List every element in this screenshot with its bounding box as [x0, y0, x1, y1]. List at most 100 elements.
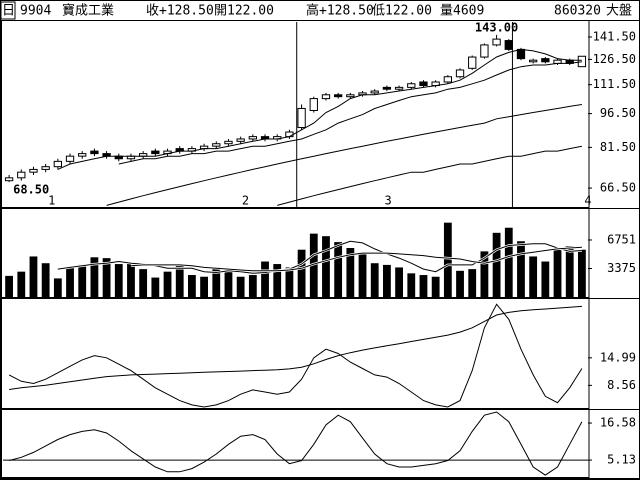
- moving-average: [118, 61, 582, 165]
- volume-bar: [151, 277, 160, 297]
- x-tick-label: 1: [48, 194, 55, 208]
- candle-body: [236, 138, 245, 142]
- volume-bar: [261, 261, 269, 297]
- volume-bar: [358, 253, 367, 297]
- volume-bar: [200, 276, 208, 297]
- y-tick-label: 3375: [607, 261, 636, 275]
- volume-bar: [492, 232, 501, 297]
- volume-bar: [578, 249, 586, 297]
- y-tick-label: 96.50: [600, 106, 636, 120]
- volume-bar: [297, 249, 306, 297]
- volume-bar: [553, 249, 562, 297]
- candle-body: [541, 58, 550, 63]
- volume-bar: [78, 264, 87, 297]
- moving-average: [57, 48, 582, 170]
- panel-frame: [1, 298, 590, 409]
- period-box: [0, 1, 16, 20]
- y-tick-label: 126.50: [593, 52, 636, 66]
- max-price-label: 143.00: [475, 20, 518, 34]
- candle-body: [248, 136, 257, 140]
- volume-bar: [163, 271, 172, 297]
- volume-bar: [480, 251, 489, 297]
- volume-bar: [285, 267, 294, 297]
- candle-body: [17, 171, 26, 179]
- y-tick-label: 6751: [607, 232, 636, 246]
- stock-name: 寶成工業: [62, 3, 114, 19]
- volume-average: [130, 246, 582, 272]
- volume-bar: [395, 267, 403, 297]
- volume-bar: [468, 269, 477, 297]
- volume-bar: [419, 275, 428, 297]
- low-price: 低122.00: [372, 4, 432, 19]
- x-tick-label: 3: [385, 194, 392, 208]
- candle-body: [382, 86, 392, 90]
- volume-bar: [541, 261, 550, 297]
- volume-bar: [5, 275, 13, 297]
- volume-bar: [212, 267, 221, 297]
- stock-code: 9904: [20, 4, 51, 19]
- volume-bar: [346, 248, 355, 297]
- market-index: 大盤: [606, 4, 632, 19]
- high-price: 高+128.50: [306, 3, 374, 19]
- candle-body: [492, 38, 501, 46]
- volume-bar: [529, 256, 538, 297]
- volume-bar: [114, 264, 123, 297]
- volume-bar: [236, 276, 245, 297]
- candle-body: [577, 55, 587, 68]
- min-price-label: 68.50: [13, 183, 49, 197]
- candle-body: [78, 153, 87, 157]
- open-price: 開122.00: [214, 4, 274, 19]
- volume-bar: [188, 275, 196, 297]
- volume: 量4609: [440, 4, 484, 19]
- y-tick-label: 14.99: [600, 350, 636, 364]
- volume-bar: [53, 278, 62, 297]
- y-tick-label: 141.50: [593, 29, 636, 43]
- candle-body: [212, 143, 221, 147]
- volume-bar: [102, 258, 111, 297]
- y-tick-label: 5.13: [607, 453, 636, 467]
- candle-body: [53, 160, 62, 168]
- volume-bar: [456, 270, 464, 297]
- candle-body: [516, 48, 526, 60]
- volume-bar: [273, 264, 282, 297]
- candle-body: [285, 131, 294, 138]
- volume-bar: [66, 266, 74, 297]
- y-tick-label: 66.50: [600, 181, 636, 195]
- candle-body: [407, 83, 416, 88]
- candle-body: [419, 81, 428, 87]
- candle-body: [334, 94, 343, 98]
- candle-body: [480, 44, 489, 58]
- date: 860320: [554, 4, 601, 19]
- period: 日: [2, 4, 15, 19]
- volume-bar: [322, 236, 330, 297]
- volume-bar: [17, 271, 26, 297]
- volume-bar: [139, 269, 148, 297]
- indicator-line: [8, 303, 583, 408]
- candle-body: [529, 59, 538, 63]
- candle-body: [4, 177, 14, 182]
- y-tick-label: 81.50: [600, 140, 636, 154]
- candle-body: [90, 150, 99, 155]
- volume-bar: [504, 227, 513, 297]
- y-tick-label: 111.50: [593, 77, 636, 91]
- volume-bar: [517, 241, 525, 297]
- volume-bar: [224, 271, 233, 297]
- panel-frame: [1, 409, 590, 478]
- candle-body: [394, 86, 404, 90]
- volume-bar: [248, 275, 257, 297]
- candle-body: [346, 94, 355, 98]
- indicator-line: [8, 411, 583, 476]
- candle-body: [297, 107, 306, 129]
- volume-bar: [41, 263, 50, 297]
- close-price: 收+128.50: [146, 4, 214, 19]
- candle-body: [321, 94, 331, 100]
- y-tick-label: 8.56: [607, 378, 636, 392]
- volume-bar: [431, 276, 440, 297]
- indicator-line: [9, 305, 582, 390]
- x-tick-label: 4: [584, 194, 591, 208]
- volume-bar: [370, 263, 379, 297]
- candle-body: [224, 140, 233, 145]
- candle-body: [309, 98, 318, 111]
- candle-body: [370, 90, 379, 94]
